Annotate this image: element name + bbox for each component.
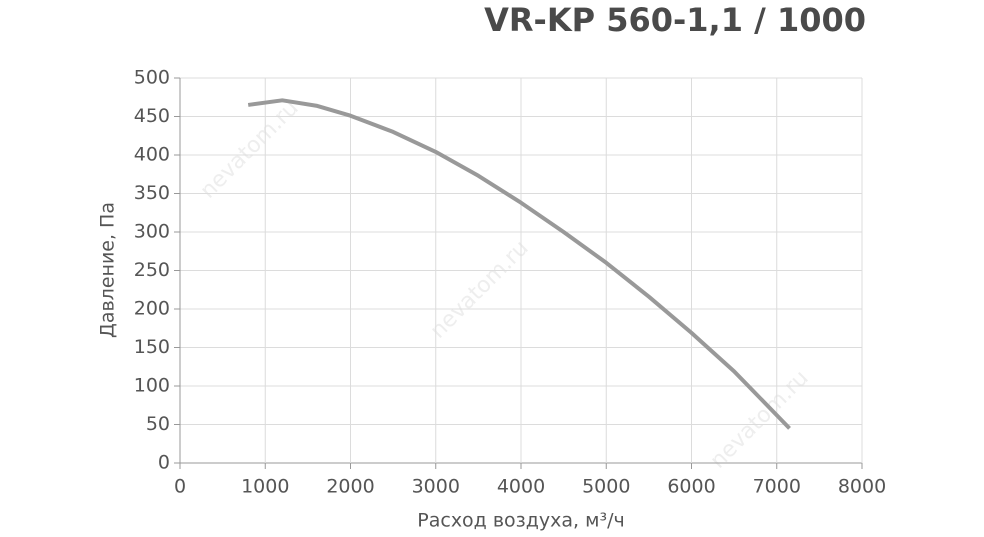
y-tick-label: 200 [134,298,170,320]
x-tick-label: 8000 [838,476,886,498]
x-tick-label: 3000 [412,476,460,498]
watermark: nevatom.ru [706,366,814,474]
y-tick-label: 50 [146,413,170,435]
y-axis-label: Давление, Па [97,202,119,338]
y-tick-label: 400 [134,144,170,166]
y-tick-label: 100 [134,375,170,397]
y-tick-label: 500 [134,67,170,89]
x-tick-label: 5000 [582,476,630,498]
y-tick-label: 250 [134,259,170,281]
chart-title: VR-KP 560-1,1 / 1000 [484,1,866,39]
y-tick-label: 450 [134,105,170,127]
x-tick-label: 0 [174,476,186,498]
watermark: nevatom.ru [196,96,304,204]
x-axis-label: Расход воздуха, м³/ч [417,510,624,532]
y-tick-label: 300 [134,221,170,243]
x-tick-label: 1000 [241,476,289,498]
y-tick-label: 0 [158,452,170,474]
x-tick-label: 6000 [667,476,715,498]
x-tick-label: 7000 [753,476,801,498]
y-tick-label: 350 [134,182,170,204]
x-tick-label: 4000 [497,476,545,498]
curve [247,98,791,430]
x-tick-label: 2000 [326,476,374,498]
watermark: nevatom.ru [426,236,534,344]
y-tick-label: 150 [134,336,170,358]
